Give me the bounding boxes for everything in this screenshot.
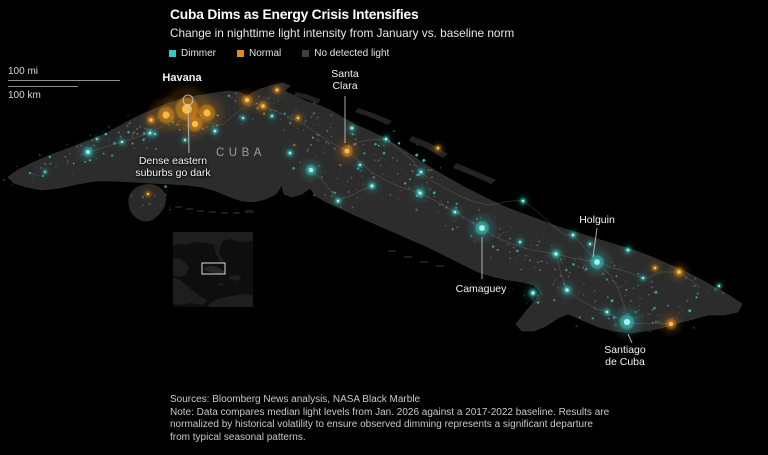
city-light-batabano — [179, 134, 191, 146]
city-light-jaguey-grande — [283, 146, 297, 160]
city-light-nueva-gerona — [142, 188, 154, 200]
city-light-sagua-la-grande — [345, 121, 359, 135]
isla-de-la-juventud — [128, 184, 166, 222]
city-light-nuevitas — [516, 194, 530, 208]
scale-mi-label: 100 mi — [8, 66, 39, 77]
city-light-banes — [621, 243, 635, 257]
scale-km-line — [8, 86, 78, 87]
southern-cays — [175, 206, 444, 267]
page-subtitle: Change in nighttime light intensity from… — [170, 26, 515, 40]
city-light-matanzas — [236, 89, 258, 111]
city-light-camaguey — [468, 214, 496, 242]
city-lights-layer — [40, 82, 725, 337]
legend-item-normal: Normal — [237, 48, 281, 59]
city-light-mayari — [637, 272, 649, 284]
city-light-havana-fringe-east — [237, 112, 249, 124]
city-light-jovellanos — [266, 110, 278, 122]
city-label-havana: Havana — [162, 72, 202, 84]
city-light-las-tunas — [547, 245, 565, 263]
locator-inset-map — [173, 232, 253, 307]
city-light-cardenas — [254, 97, 272, 115]
footer: Sources: Bloomberg News analysis, NASA B… — [170, 394, 612, 444]
legend-item-no-light: No detected light — [302, 48, 389, 59]
city-light-baracoa — [713, 280, 725, 292]
legend-label-no-light: No detected light — [314, 48, 390, 59]
note-text: Note: Data compares median light levels … — [170, 406, 610, 443]
city-light-cayo-coco — [431, 141, 445, 155]
page-title: Cuba Dims as Energy Crisis Intensifies — [170, 7, 419, 22]
city-label-santiago-de-cuba: Santiago de Cuba — [604, 344, 646, 368]
inset-highlight-rectangle — [201, 262, 226, 275]
city-label-camaguey: Camaguey — [455, 283, 507, 295]
scale-bar: 100 mi 100 km — [8, 66, 120, 101]
city-light-trinidad — [331, 194, 345, 208]
sources-line: Sources: Bloomberg News analysis, NASA B… — [170, 394, 421, 405]
label-leader-lines — [182, 94, 633, 344]
legend-item-dimmer: Dimmer — [169, 48, 216, 59]
scale-km-label: 100 km — [8, 90, 41, 101]
city-light-nicaro — [648, 261, 662, 275]
legend: Dimmer Normal No detected light — [169, 48, 389, 59]
city-light-vinales — [92, 134, 102, 144]
city-light-santiago-de-cuba — [612, 307, 642, 337]
legend-label-normal: Normal — [249, 48, 282, 59]
city-light-moron — [414, 165, 428, 179]
city-light-caibarien — [379, 132, 393, 146]
city-light-pinar-del-rio — [78, 142, 98, 162]
cuba-landmass — [7, 82, 743, 334]
no-light-swatch-icon — [302, 50, 310, 57]
normal-swatch-icon — [237, 50, 244, 57]
city-light-havana-south — [180, 109, 210, 139]
city-light-gibara — [584, 238, 596, 250]
dimmer-swatch-icon — [169, 50, 176, 57]
city-light-placetas — [354, 159, 366, 171]
city-light-florida — [448, 205, 462, 219]
city-light-guaimaro — [514, 236, 526, 248]
city-light-colon — [291, 111, 305, 125]
city-label-holguin: Holguin — [579, 214, 615, 226]
annotation-dense-suburbs: Dense eastern suburbs go dark — [135, 155, 211, 179]
city-label-santa-clara: Santa Clara — [331, 68, 359, 92]
header: Cuba Dims as Energy Crisis Intensifies C… — [170, 7, 514, 40]
city-light-varadero — [269, 82, 285, 98]
city-light-bayamo — [558, 281, 576, 299]
city-light-ciego-de-avila — [411, 184, 429, 202]
city-light-cienfuegos — [300, 159, 322, 181]
scale-mi-line — [8, 80, 120, 81]
legend-label-dimmer: Dimmer — [181, 48, 216, 59]
city-light-guines — [208, 124, 222, 138]
city-light-sancti-spiritus — [364, 178, 380, 194]
city-light-manzanillo — [524, 284, 542, 302]
city-light-havana-fringe-west — [150, 129, 160, 139]
city-light-holguin — [583, 248, 611, 276]
city-light-santa-clara — [335, 139, 359, 163]
city-light-san-cristobal — [116, 136, 128, 148]
city-light-moa — [669, 262, 689, 282]
city-light-palma-soriano — [600, 305, 614, 319]
city-light-sandino — [40, 167, 50, 177]
country-label-cuba: CUBA — [216, 147, 266, 159]
city-light-guantanamo — [660, 313, 682, 335]
city-light-puerto-padre — [566, 228, 580, 242]
city-light-mariel — [142, 111, 160, 129]
